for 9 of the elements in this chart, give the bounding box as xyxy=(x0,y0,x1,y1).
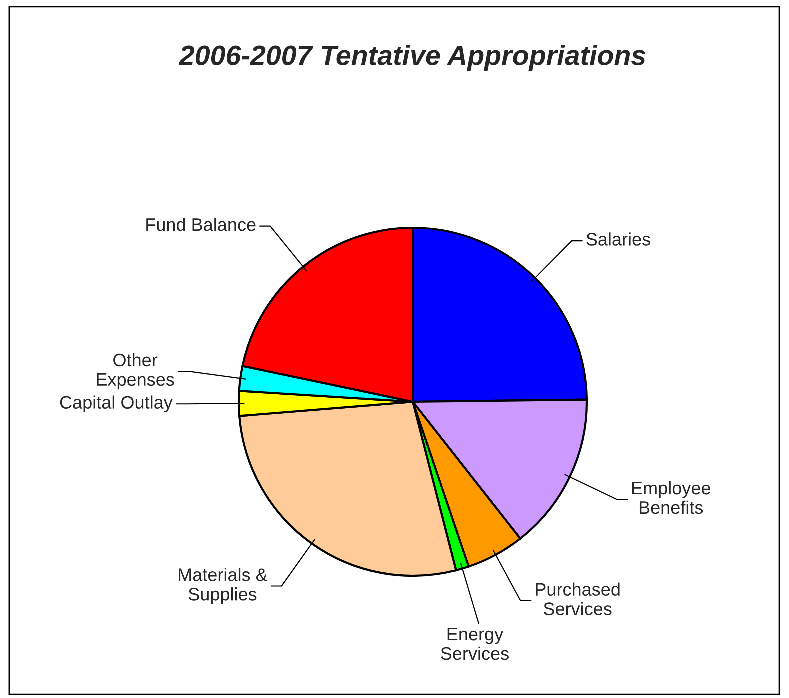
slice-label: Salaries xyxy=(586,232,650,246)
slice-label: Energy Services xyxy=(441,628,509,660)
slice-label: Materials & Supplies xyxy=(179,568,268,604)
slice-label: Fund Balance xyxy=(146,218,256,232)
slice-label: Employee Benefits xyxy=(632,481,710,514)
chart-title: 2006-2007 Tentative Appropriations xyxy=(178,45,646,71)
slice-label: Other Expenses xyxy=(97,353,174,390)
slice-label: Purchased Services xyxy=(536,582,620,616)
slice-label: Capital Outlay xyxy=(60,396,173,413)
